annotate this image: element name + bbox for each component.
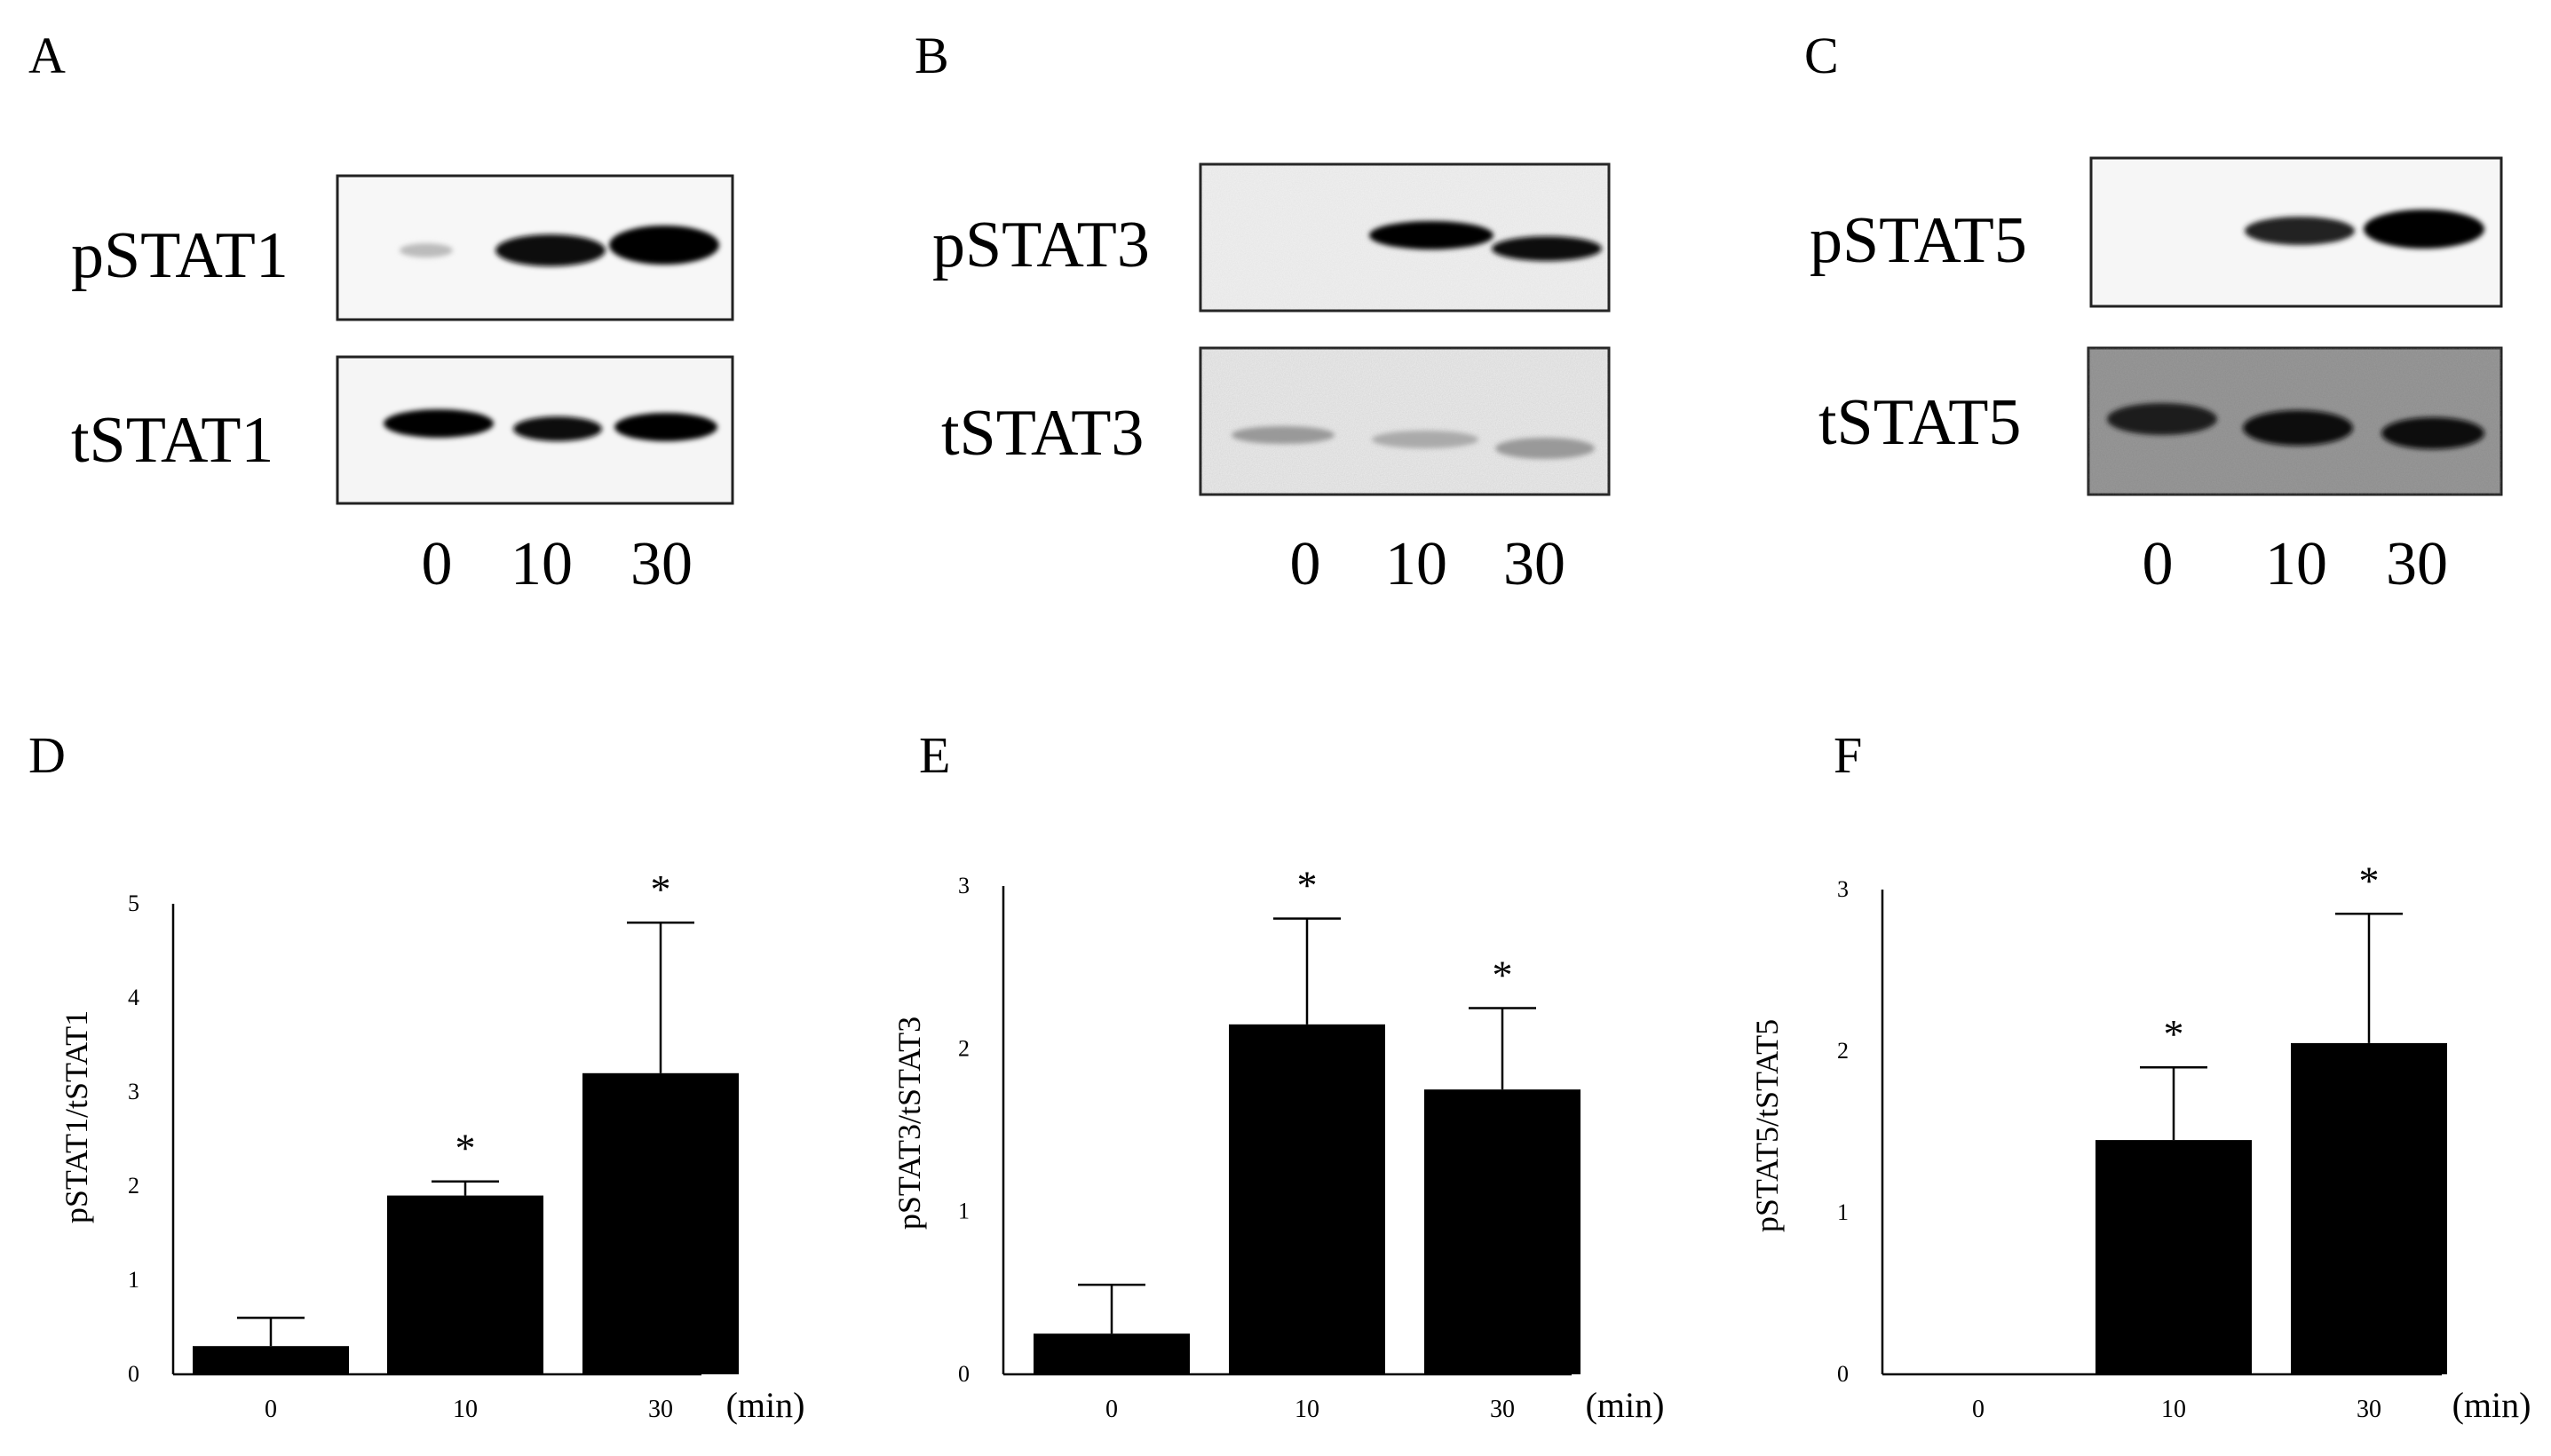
y-tick-label: 1 — [1837, 1199, 1849, 1225]
blot-b-top-band-3 — [1492, 236, 1602, 261]
blot-a-top-band-2 — [495, 234, 606, 266]
panel-letter-b: B — [915, 27, 949, 84]
y-tick-label: 0 — [1837, 1361, 1849, 1387]
y-axis-label: pSTAT1/tSTAT1 — [59, 1010, 94, 1223]
x-tick-label: 10 — [2161, 1396, 2186, 1423]
y-tick-label: 5 — [128, 890, 139, 916]
x-tick-label: 0 — [1972, 1396, 1985, 1423]
y-tick-label: 3 — [958, 873, 970, 898]
y-tick-label: 1 — [128, 1267, 139, 1293]
bar — [1034, 1333, 1190, 1374]
x-tick-label: 10 — [1295, 1396, 1319, 1423]
bar — [1424, 1089, 1581, 1374]
y-tick-label: 4 — [128, 985, 139, 1010]
bar — [2095, 1140, 2252, 1374]
blot-c-bottom-band-3 — [2381, 417, 2484, 449]
y-tick-label: 2 — [128, 1173, 139, 1199]
chart-e: 0 1 2 3 pSTAT3/tSTAT3 0 * 10 * 30 (min) — [891, 863, 1664, 1425]
y-tick-label: 0 — [128, 1361, 139, 1387]
x-tick-label: 10 — [453, 1396, 478, 1423]
panel-letter-f: F — [1834, 726, 1862, 784]
x-tick-label: 30 — [1490, 1396, 1515, 1423]
blot-a-bottom-label: tSTAT1 — [71, 404, 273, 477]
bar — [193, 1346, 349, 1374]
blot-b-lane-0: 0 — [1290, 530, 1321, 598]
panel-letter-a: A — [28, 27, 66, 84]
significance-marker: * — [651, 866, 671, 912]
blot-c-top-label: pSTAT5 — [1810, 204, 2027, 277]
significance-marker: * — [456, 1126, 476, 1171]
bar — [2291, 1042, 2447, 1374]
x-tick-label: 0 — [1105, 1396, 1118, 1423]
blot-a-bottom-band-1 — [384, 409, 494, 438]
blot-c-bottom-label: tSTAT5 — [1818, 386, 2021, 459]
blot-a-top-band-1 — [400, 243, 453, 257]
blot-b-lane-10: 10 — [1385, 530, 1447, 598]
blot-a-lane-0: 0 — [422, 530, 453, 598]
bar — [1229, 1024, 1385, 1374]
y-tick-label: 2 — [958, 1035, 970, 1061]
x-tick-label: 0 — [265, 1396, 277, 1423]
y-tick-label: 3 — [1837, 876, 1849, 902]
y-tick-label: 2 — [1837, 1038, 1849, 1064]
panel-b: B pSTAT3 tSTAT3 0 10 30 — [915, 27, 1611, 598]
panel-c: C pSTAT5 tSTAT5 0 10 30 — [1804, 27, 2503, 598]
blot-a-top-band-3 — [609, 226, 719, 265]
x-unit-label: (min) — [726, 1385, 805, 1425]
chart-f: 0 1 2 3 pSTAT5/tSTAT5 0 * 10 * 30 (min) — [1749, 858, 2531, 1425]
y-tick-label: 3 — [128, 1079, 139, 1104]
blot-b-bottom-band-1 — [1232, 426, 1335, 444]
x-tick-label: 30 — [648, 1396, 673, 1423]
blot-b-bottom-band-3 — [1495, 438, 1595, 459]
blot-a-lane-10: 10 — [511, 530, 573, 598]
blot-b-top-label: pSTAT3 — [932, 209, 1150, 281]
significance-marker: * — [1297, 863, 1318, 908]
significance-marker: * — [2359, 858, 2380, 903]
panel-letter-e: E — [919, 726, 950, 784]
y-axis-label: pSTAT5/tSTAT5 — [1749, 1019, 1785, 1232]
x-unit-label: (min) — [2452, 1385, 2531, 1425]
bar — [582, 1072, 739, 1374]
blot-a-bottom-band-2 — [513, 416, 602, 441]
blot-a-bottom-band-3 — [614, 413, 717, 441]
panel-letter-d: D — [28, 726, 66, 784]
blot-c-top-band-2 — [2245, 217, 2355, 245]
blot-b-top-band-2 — [1369, 221, 1493, 249]
blot-c-bottom-band-1 — [2107, 403, 2217, 435]
blot-c-bottom-band-2 — [2243, 410, 2353, 446]
blot-c-lane-10: 10 — [2265, 530, 2327, 598]
panel-letter-c: C — [1804, 27, 1839, 84]
y-tick-label: 0 — [958, 1361, 970, 1387]
blot-b-lane-30: 30 — [1503, 530, 1565, 598]
blot-c-lane-0: 0 — [2143, 530, 2174, 598]
panel-a: A pSTAT1 tSTAT1 0 10 30 — [28, 27, 734, 598]
chart-d: 0 1 2 3 4 5 pSTAT1/tSTAT1 0 * 10 * 30 (min) — [59, 866, 804, 1425]
blot-a-top-label: pSTAT1 — [71, 219, 289, 292]
y-axis-label: pSTAT3/tSTAT3 — [891, 1017, 927, 1230]
blot-b-bottom-label: tSTAT3 — [941, 397, 1144, 470]
bar — [387, 1195, 543, 1374]
blot-a-lane-30: 30 — [630, 530, 693, 598]
blot-c-top-band-3 — [2364, 210, 2484, 249]
significance-marker: * — [1493, 953, 1513, 998]
x-unit-label: (min) — [1586, 1385, 1665, 1425]
significance-marker: * — [2164, 1011, 2184, 1056]
y-tick-label: 1 — [958, 1199, 970, 1224]
blot-c-lane-30: 30 — [2386, 530, 2448, 598]
x-tick-label: 30 — [2357, 1396, 2381, 1423]
blot-b-bottom-band-2 — [1372, 431, 1478, 448]
